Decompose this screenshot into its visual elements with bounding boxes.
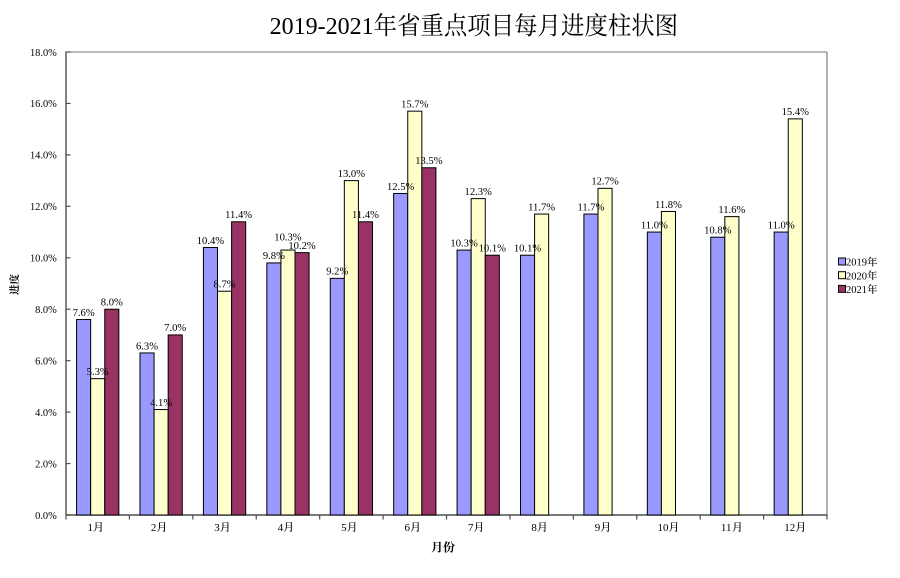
- svg-text:8.0%: 8.0%: [101, 298, 123, 309]
- svg-text:11.7%: 11.7%: [528, 202, 555, 213]
- svg-text:13.0%: 13.0%: [338, 169, 366, 180]
- svg-text:12.5%: 12.5%: [387, 182, 415, 193]
- svg-text:15.7%: 15.7%: [401, 99, 429, 110]
- svg-text:5: 5: [341, 522, 347, 534]
- svg-text:12.3%: 12.3%: [465, 187, 493, 198]
- svg-text:12.0%: 12.0%: [30, 202, 57, 213]
- svg-text:8: 8: [531, 522, 537, 534]
- svg-text:9.2%: 9.2%: [326, 267, 348, 278]
- svg-text:8.0%: 8.0%: [35, 305, 57, 316]
- svg-text:14.0%: 14.0%: [30, 151, 57, 162]
- svg-text:11.0%: 11.0%: [768, 220, 795, 231]
- svg-text:5.3%: 5.3%: [87, 367, 109, 378]
- svg-text:12.7%: 12.7%: [591, 177, 619, 188]
- svg-text:7.0%: 7.0%: [164, 323, 186, 334]
- svg-text:8.7%: 8.7%: [214, 280, 236, 291]
- svg-text:3: 3: [214, 522, 220, 534]
- svg-text:10.1%: 10.1%: [479, 244, 507, 255]
- svg-text:7.6%: 7.6%: [73, 308, 95, 319]
- svg-text:13.5%: 13.5%: [415, 156, 443, 167]
- svg-text:10: 10: [657, 522, 669, 534]
- svg-text:2: 2: [151, 522, 157, 534]
- svg-text:11.6%: 11.6%: [718, 205, 745, 216]
- svg-text:0.0%: 0.0%: [35, 511, 57, 522]
- svg-text:6: 6: [405, 522, 411, 534]
- svg-text:2019: 2019: [846, 258, 867, 269]
- svg-text:11: 11: [721, 522, 732, 534]
- svg-text:10.1%: 10.1%: [514, 244, 542, 255]
- svg-text:9: 9: [595, 522, 601, 534]
- svg-text:10.4%: 10.4%: [197, 236, 225, 247]
- svg-text:4: 4: [278, 522, 284, 534]
- svg-text:10.3%: 10.3%: [450, 238, 478, 249]
- svg-text:11.7%: 11.7%: [577, 202, 604, 213]
- svg-text:11.4%: 11.4%: [225, 210, 252, 221]
- svg-text:11.4%: 11.4%: [352, 210, 379, 221]
- svg-text:9.8%: 9.8%: [263, 251, 285, 262]
- svg-text:10.8%: 10.8%: [704, 226, 732, 237]
- svg-text:7: 7: [468, 522, 474, 534]
- svg-text:1: 1: [87, 522, 93, 534]
- svg-text:12: 12: [784, 522, 795, 534]
- svg-text:2021: 2021: [846, 285, 867, 296]
- svg-text:6.3%: 6.3%: [136, 341, 158, 352]
- svg-text:10.0%: 10.0%: [30, 254, 57, 265]
- svg-text:10.2%: 10.2%: [288, 241, 316, 252]
- svg-text:16.0%: 16.0%: [30, 99, 57, 110]
- svg-text:18.0%: 18.0%: [30, 48, 57, 59]
- svg-text:4.1%: 4.1%: [150, 398, 172, 409]
- svg-text:15.4%: 15.4%: [782, 107, 810, 118]
- svg-text:4.0%: 4.0%: [35, 408, 57, 419]
- svg-text:11.8%: 11.8%: [655, 200, 682, 211]
- svg-text:2019-2021: 2019-2021: [270, 14, 374, 40]
- svg-text:10.3%: 10.3%: [274, 232, 302, 243]
- svg-text:11.0%: 11.0%: [641, 220, 668, 231]
- svg-text:2020: 2020: [846, 271, 867, 282]
- svg-text:6.0%: 6.0%: [35, 356, 57, 367]
- svg-text:2.0%: 2.0%: [35, 459, 57, 470]
